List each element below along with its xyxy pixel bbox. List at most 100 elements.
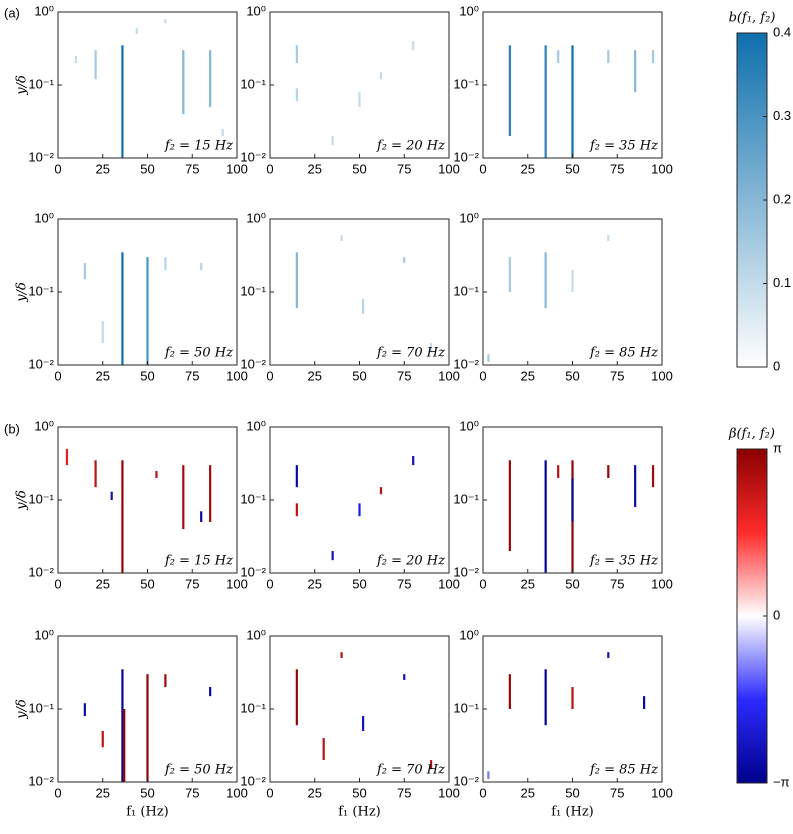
y-tick-label: 10⁰ bbox=[34, 210, 54, 225]
heat-cell bbox=[331, 551, 334, 561]
heat-cell bbox=[135, 28, 138, 34]
y-tick-label: 10⁰ bbox=[459, 627, 479, 642]
x-tick-label: 75 bbox=[610, 785, 624, 800]
y-tick-label: 10⁰ bbox=[459, 3, 479, 18]
heat-cell bbox=[571, 270, 574, 292]
panel: 0 25 50 75 100 10⁻² 10⁻¹ 10⁰ f₂ = 50 Hz y/δ f₁ (Hz… bbox=[15, 627, 248, 819]
x-tick-label: 0 bbox=[479, 576, 486, 591]
y-tick-label: 10⁻¹ bbox=[453, 700, 479, 715]
y-tick-label: 10⁰ bbox=[459, 418, 479, 433]
heat-cell bbox=[379, 487, 383, 495]
heat-cell bbox=[209, 687, 212, 697]
x-tick-label: 100 bbox=[438, 368, 460, 383]
annotation: f₂ = 85 Hz bbox=[589, 346, 658, 361]
heat-cell bbox=[487, 354, 490, 362]
x-tick-label: 0 bbox=[266, 161, 273, 176]
x-tick-label: 50 bbox=[140, 785, 154, 800]
plot-area bbox=[58, 427, 237, 573]
panel: 0 25 50 75 100 10⁻² 10⁻¹ 10⁰ f₂ = 70 Hz f₁ (Hz) bbox=[240, 627, 460, 819]
heat-cell bbox=[295, 45, 298, 64]
heat-cell bbox=[508, 674, 511, 709]
y-axis-label: y/δ bbox=[15, 490, 30, 511]
x-tick-label: 50 bbox=[565, 785, 579, 800]
heat-cell bbox=[121, 45, 124, 158]
heat-cell bbox=[295, 88, 298, 102]
x-tick-label: 75 bbox=[185, 576, 199, 591]
colorbar bbox=[736, 448, 768, 784]
x-tick-label: 75 bbox=[185, 368, 199, 383]
panel: 0 25 50 75 100 10⁻² 10⁻¹ 10⁰ f₂ = 20 Hz bbox=[240, 3, 460, 176]
heat-cell bbox=[571, 45, 574, 158]
y-tick-label: 10⁻¹ bbox=[453, 76, 479, 91]
y-tick-label: 10⁰ bbox=[34, 627, 54, 642]
y-tick-label: 10⁻¹ bbox=[453, 491, 479, 506]
heat-cell bbox=[412, 456, 415, 466]
colorbar-tick-label: 0.3 bbox=[773, 108, 791, 123]
y-tick-label: 10⁻² bbox=[453, 149, 479, 164]
y-tick-label: 10⁻¹ bbox=[28, 700, 54, 715]
y-tick-label: 10⁰ bbox=[246, 3, 266, 18]
heat-cell bbox=[379, 72, 383, 80]
x-tick-label: 50 bbox=[565, 161, 579, 176]
y-tick-label: 10⁻² bbox=[28, 149, 54, 164]
x-tick-label: 25 bbox=[308, 368, 322, 383]
heat-cell bbox=[358, 503, 361, 517]
x-tick-label: 100 bbox=[651, 576, 673, 591]
plot-area bbox=[58, 12, 237, 158]
heat-cell bbox=[634, 465, 637, 508]
heat-cell bbox=[121, 669, 124, 782]
x-tick-label: 75 bbox=[610, 368, 624, 383]
heat-cell bbox=[607, 235, 610, 241]
heat-cell bbox=[487, 771, 490, 779]
x-tick-label: 25 bbox=[521, 161, 535, 176]
x-tick-label: 75 bbox=[610, 161, 624, 176]
y-tick-label: 10⁻¹ bbox=[240, 491, 266, 506]
x-tick-label: 25 bbox=[96, 576, 110, 591]
x-tick-label: 50 bbox=[565, 368, 579, 383]
x-tick-label: 25 bbox=[96, 161, 110, 176]
annotation: f₂ = 70 Hz bbox=[376, 346, 445, 361]
heat-cell bbox=[83, 703, 86, 717]
heat-cell bbox=[155, 470, 158, 479]
colorbar-tick-label: π bbox=[773, 440, 782, 455]
heat-cell bbox=[74, 55, 77, 64]
plot-area bbox=[270, 12, 449, 158]
heat-cell bbox=[182, 50, 185, 115]
heat-cell bbox=[121, 252, 124, 365]
x-tick-label: 100 bbox=[651, 785, 673, 800]
heat-cell bbox=[634, 50, 637, 93]
heat-cell bbox=[508, 460, 511, 552]
heat-cell bbox=[403, 257, 406, 263]
heat-cell bbox=[508, 45, 511, 137]
heat-cell bbox=[295, 465, 298, 488]
x-tick-label: 25 bbox=[308, 576, 322, 591]
heat-cell bbox=[221, 128, 224, 137]
annotation: f₂ = 35 Hz bbox=[589, 554, 658, 569]
panel-label: (a) bbox=[4, 5, 20, 20]
heat-cell bbox=[607, 465, 610, 479]
plot-area bbox=[270, 636, 449, 782]
panel-label: (b) bbox=[4, 421, 20, 436]
heat-cell bbox=[643, 696, 646, 709]
colorbar-label: b(f₁, f₂) bbox=[729, 11, 776, 26]
x-tick-label: 75 bbox=[185, 161, 199, 176]
x-tick-label: 0 bbox=[479, 161, 486, 176]
x-tick-label: 0 bbox=[479, 785, 486, 800]
y-tick-label: 10⁰ bbox=[246, 210, 266, 225]
x-tick-label: 0 bbox=[54, 576, 61, 591]
heat-cell bbox=[340, 235, 343, 241]
y-tick-label: 10⁻¹ bbox=[240, 700, 266, 715]
heat-cell bbox=[607, 652, 610, 658]
heat-cell bbox=[340, 652, 343, 658]
colorbar-tick-label: −π bbox=[773, 774, 790, 789]
y-tick-label: 10⁻² bbox=[453, 564, 479, 579]
heat-cell bbox=[557, 465, 560, 479]
x-tick-label: 100 bbox=[226, 368, 248, 383]
heat-cell bbox=[200, 262, 203, 271]
plot-area bbox=[270, 427, 449, 573]
panel: 0 25 50 75 100 10⁻² 10⁻¹ 10⁰ f₂ = 20 Hz bbox=[240, 418, 460, 591]
panel: 0 25 50 75 100 10⁻² 10⁻¹ 10⁰ f₂ = 35 Hz bbox=[453, 418, 673, 591]
heat-cell bbox=[123, 709, 126, 782]
panel: 0 25 50 75 100 10⁻² 10⁻¹ 10⁰ f₂ = 15 Hz y/δ bbox=[15, 418, 248, 591]
